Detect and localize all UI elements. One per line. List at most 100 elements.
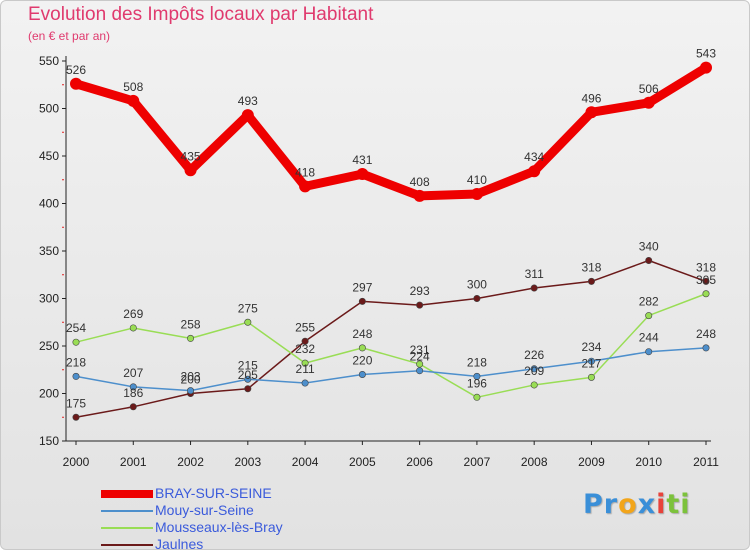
logo-letter: o — [618, 489, 638, 520]
data-point — [72, 413, 80, 421]
x-tick-label: 2007 — [464, 455, 491, 469]
data-label: 408 — [410, 175, 430, 189]
data-label: 224 — [410, 350, 430, 364]
x-tick-label: 2000 — [63, 455, 90, 469]
series-line — [75, 259, 707, 418]
data-label: 255 — [295, 320, 315, 334]
data-point — [587, 373, 595, 381]
data-point — [473, 393, 481, 401]
data-label: 434 — [524, 150, 544, 164]
y-tick-label: 200 — [39, 387, 59, 401]
logo-letter: i — [680, 489, 691, 520]
data-point — [301, 359, 309, 367]
data-point — [702, 277, 710, 285]
data-label: 410 — [467, 173, 487, 187]
data-label: 218 — [467, 355, 487, 369]
data-point — [301, 379, 309, 387]
x-tick-label: 2010 — [635, 455, 662, 469]
data-point — [416, 367, 424, 375]
data-point — [184, 164, 197, 177]
data-point — [244, 385, 252, 393]
data-label: 186 — [123, 386, 143, 400]
y-tick-label: 500 — [39, 102, 59, 116]
data-label: 297 — [352, 280, 372, 294]
data-point — [530, 365, 538, 373]
data-label: 258 — [181, 317, 201, 331]
data-point — [702, 344, 710, 352]
data-point — [587, 357, 595, 365]
data-label: 175 — [66, 396, 86, 410]
data-label: 203 — [181, 370, 201, 384]
data-label: 205 — [238, 368, 258, 382]
data-label: 196 — [467, 376, 487, 390]
data-point — [470, 188, 483, 200]
data-label: 232 — [295, 342, 315, 356]
data-point — [587, 277, 595, 285]
data-label: 220 — [352, 354, 372, 368]
data-label: 300 — [467, 278, 487, 292]
x-tick-label: 2011 — [693, 455, 719, 469]
data-label: 234 — [581, 340, 601, 354]
proxiti-logo: Proxiti — [583, 489, 691, 520]
y-tick-label: 550 — [39, 54, 59, 68]
data-point — [244, 318, 252, 326]
data-point — [645, 312, 653, 320]
data-label: 506 — [639, 82, 659, 96]
y-tick-label: 350 — [39, 244, 59, 258]
data-label: 244 — [639, 331, 659, 345]
data-label: 217 — [581, 356, 601, 370]
x-tick-label: 2001 — [120, 455, 147, 469]
data-point — [530, 284, 538, 292]
x-tick-label: 2005 — [349, 455, 376, 469]
data-point — [129, 403, 137, 411]
data-label: 207 — [123, 366, 143, 380]
data-label: 275 — [238, 301, 258, 315]
data-point — [642, 96, 655, 109]
legend-label: Mouy-sur-Seine — [155, 502, 254, 518]
logo-letter: r — [603, 489, 619, 520]
x-tick-label: 2006 — [406, 455, 433, 469]
chart-title: Evolution des Impôts locaux par Habitant — [28, 4, 374, 25]
data-label: 282 — [639, 295, 659, 309]
data-point — [645, 348, 653, 356]
data-point — [299, 180, 312, 193]
x-tick-label: 2002 — [177, 455, 204, 469]
x-tick-label: 2008 — [521, 455, 548, 469]
legend-swatch — [101, 527, 153, 529]
data-point — [72, 338, 80, 346]
legend-label: Jaulnes — [155, 536, 204, 552]
data-label: 254 — [66, 321, 86, 335]
y-tick-label: 400 — [39, 197, 59, 211]
data-label: 305 — [696, 273, 716, 287]
data-point — [301, 337, 309, 345]
data-point — [241, 109, 254, 122]
data-point — [702, 290, 710, 298]
data-label: 318 — [581, 260, 601, 274]
data-label: 269 — [123, 307, 143, 321]
x-tick-label: 2003 — [234, 455, 261, 469]
data-label: 211 — [296, 362, 315, 376]
y-tick-label: 300 — [39, 292, 59, 306]
data-point — [129, 383, 137, 391]
data-label: 209 — [524, 364, 544, 378]
data-point — [72, 372, 80, 380]
chart-subtitle: (en € et par an) — [28, 29, 111, 43]
data-label: 248 — [696, 327, 716, 341]
x-tick-label: 2004 — [292, 455, 319, 469]
data-point — [358, 370, 366, 378]
logo-letter: t — [666, 489, 681, 520]
y-tick-label: 450 — [39, 149, 59, 163]
data-point — [127, 94, 140, 107]
data-label: 248 — [352, 327, 372, 341]
y-tick-label: 150 — [39, 434, 59, 448]
data-point — [358, 344, 366, 352]
data-label: 231 — [410, 343, 430, 357]
data-point — [530, 381, 538, 389]
logo-letter: x — [637, 489, 657, 520]
data-point — [473, 294, 481, 302]
data-label: 493 — [238, 94, 258, 108]
data-label: 543 — [696, 47, 716, 61]
data-label: 526 — [66, 63, 86, 77]
